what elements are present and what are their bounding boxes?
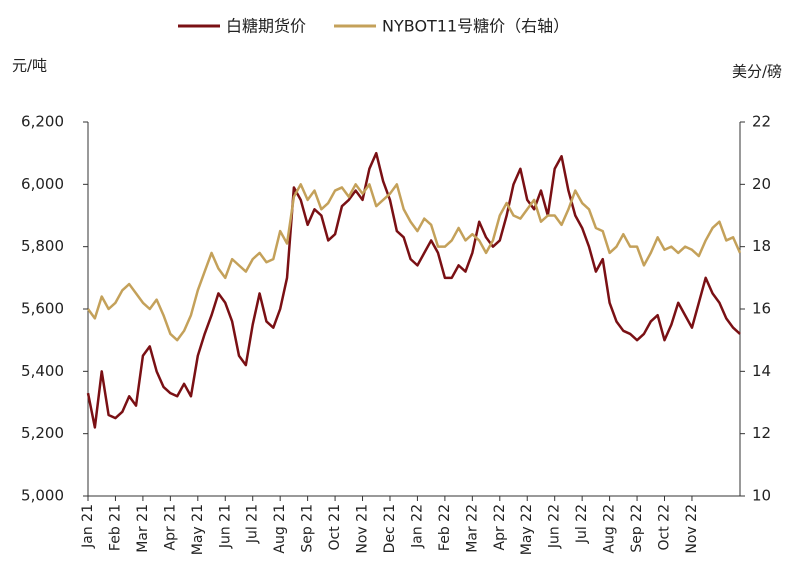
y2-tick-label: 22 — [752, 113, 771, 131]
x-tick-label: Feb 22 — [437, 504, 453, 551]
y-tick-label: 6,000 — [21, 175, 64, 193]
legend-label: NYBOT11号糖价（右轴） — [382, 17, 569, 36]
y-tick-label: 5,600 — [21, 300, 64, 318]
x-tick-label: Jan 21 — [80, 504, 96, 549]
y2-tick-label: 20 — [752, 175, 771, 193]
y2-axis-label: 美分/磅 — [732, 63, 782, 81]
x-tick-label: Sep 22 — [629, 504, 645, 553]
y2-tick-label: 18 — [752, 237, 771, 255]
x-tick-label: Nov 22 — [684, 504, 700, 554]
x-tick-label: Feb 21 — [107, 504, 123, 551]
x-tick-label: Oct 21 — [327, 504, 343, 550]
x-tick-label: Jan 22 — [409, 504, 425, 549]
x-tick-label: Oct 22 — [657, 504, 673, 550]
x-tick-label: Aug 21 — [272, 504, 288, 554]
x-tick-label: Nov 21 — [355, 504, 371, 554]
x-tick-label: Mar 21 — [135, 504, 151, 553]
y-tick-label: 5,200 — [21, 424, 64, 442]
y2-tick-label: 12 — [752, 424, 771, 442]
x-tick-label: Aug 22 — [602, 504, 618, 554]
y2-tick-label: 16 — [752, 300, 771, 318]
series-line — [86, 183, 742, 342]
x-tick-label: Apr 22 — [492, 504, 508, 550]
x-tick-label: Jun 21 — [217, 504, 233, 549]
y2-tick-label: 10 — [752, 487, 771, 505]
x-tick-label: Mar 22 — [464, 504, 480, 553]
y-tick-label: 5,400 — [21, 362, 64, 380]
y2-tick-label: 14 — [752, 362, 771, 380]
x-tick-label: May 22 — [519, 504, 535, 555]
x-tick-label: Sep 21 — [300, 504, 316, 553]
series-line — [86, 151, 741, 429]
x-tick-label: Apr 21 — [162, 504, 178, 550]
x-tick-label: Jul 21 — [245, 504, 261, 544]
y-tick-label: 5,000 — [21, 487, 64, 505]
x-tick-label: Jul 22 — [574, 504, 590, 544]
x-tick-label: Jun 22 — [547, 504, 563, 549]
y-tick-label: 6,200 — [21, 113, 64, 131]
x-tick-label: May 21 — [190, 504, 206, 555]
legend-label: 白糖期货价 — [226, 17, 306, 36]
x-tick-label: Dec 21 — [382, 504, 398, 553]
y-tick-label: 5,800 — [21, 237, 64, 255]
y-axis-label: 元/吨 — [12, 57, 47, 75]
